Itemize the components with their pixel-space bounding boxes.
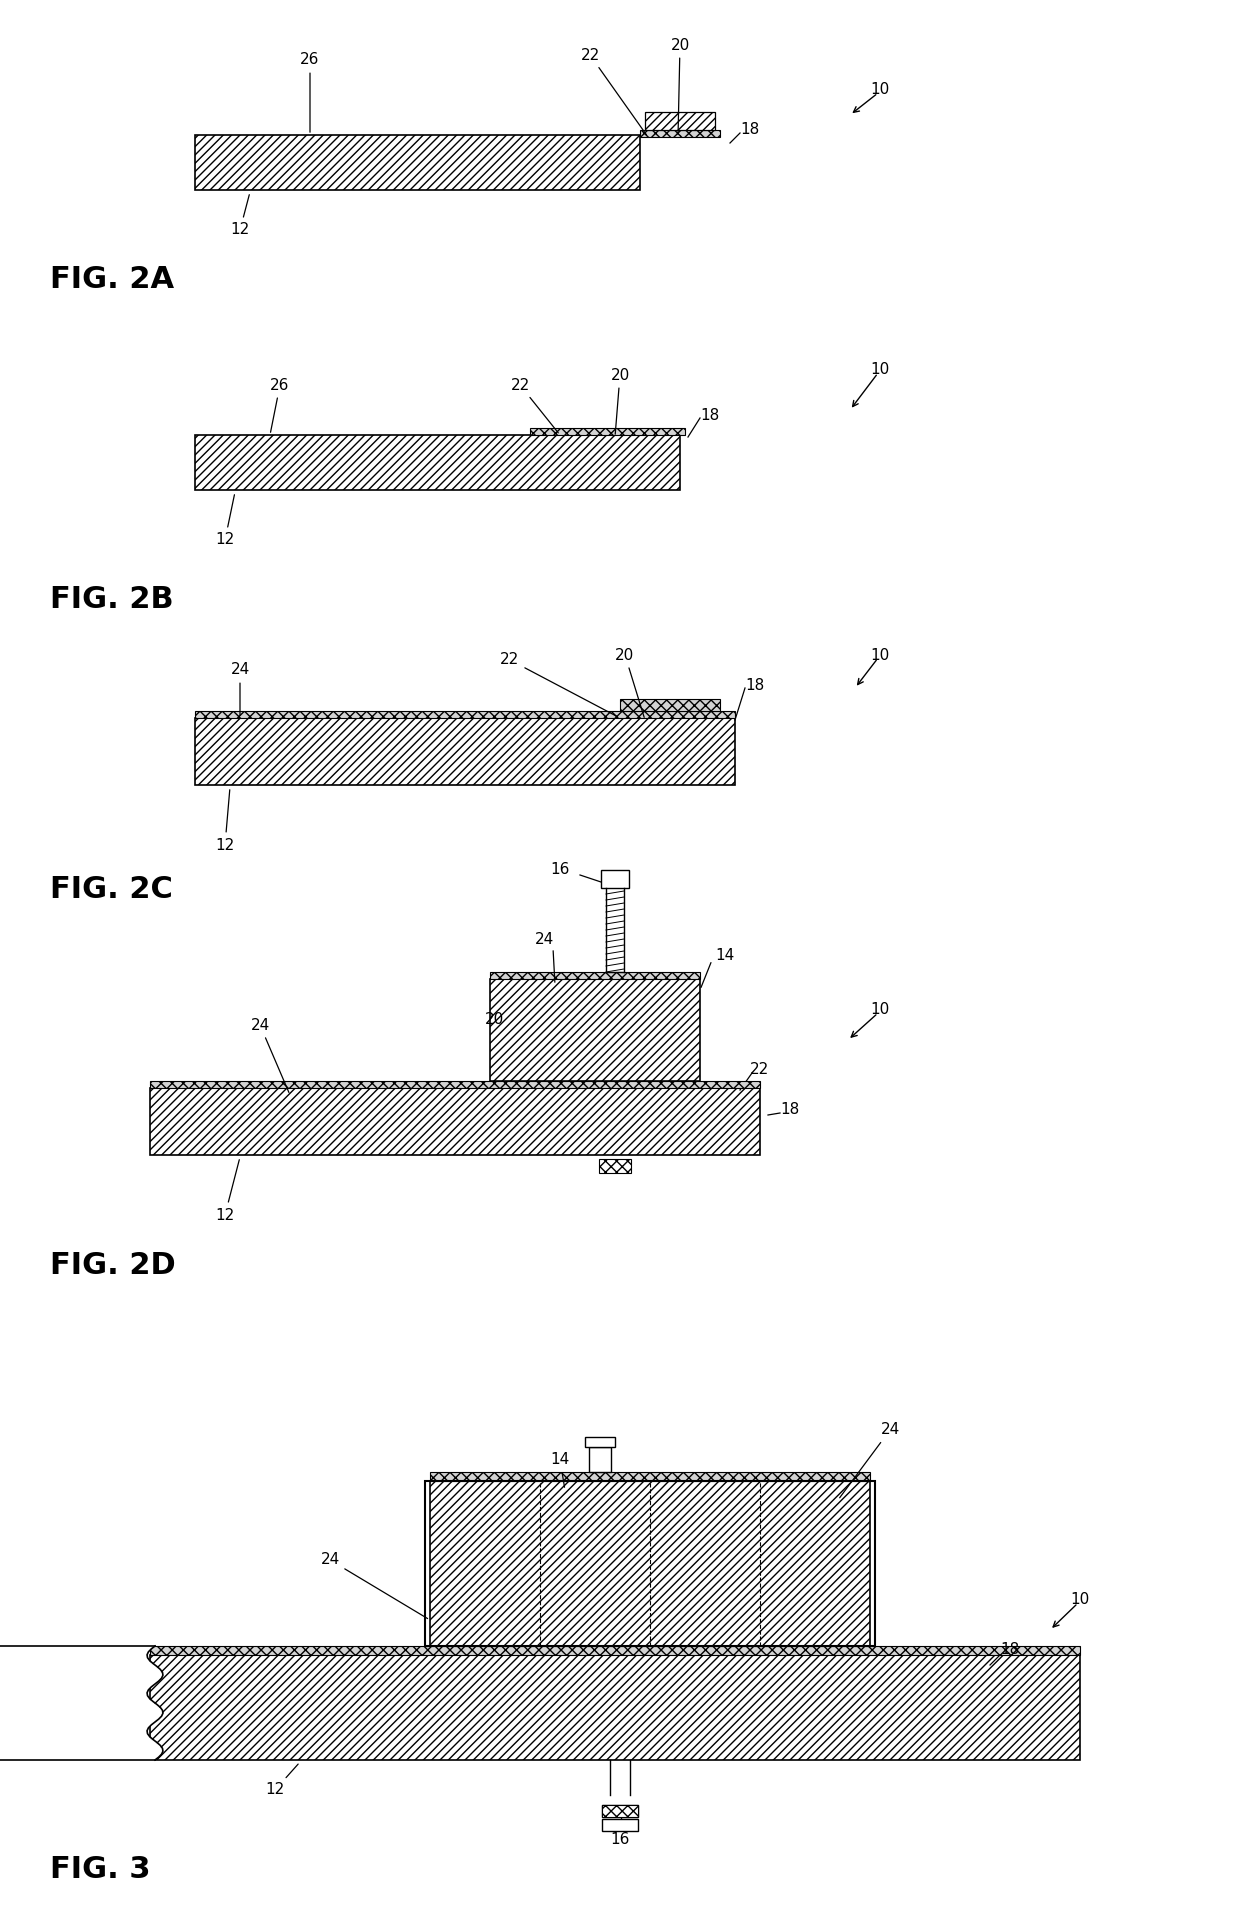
Text: 24: 24 [536, 933, 554, 948]
Bar [195, 712, 735, 717]
Bar [195, 435, 680, 490]
Bar [195, 135, 640, 190]
Text: FIG. 2D: FIG. 2D [50, 1250, 176, 1279]
Text: 16: 16 [551, 863, 570, 877]
Text: FIG. 2B: FIG. 2B [50, 585, 174, 615]
Text: 16: 16 [610, 1833, 630, 1848]
Bar [599, 1160, 631, 1173]
Text: FIG. 2A: FIG. 2A [50, 265, 174, 294]
Text: 22: 22 [511, 377, 558, 433]
Text: 20: 20 [610, 367, 630, 435]
Text: FIG. 2C: FIG. 2C [50, 875, 172, 904]
Bar [425, 1481, 875, 1646]
Bar [529, 429, 684, 435]
Bar [640, 131, 720, 137]
Bar [645, 112, 715, 131]
Text: 24: 24 [231, 663, 249, 715]
Text: 18: 18 [999, 1642, 1019, 1658]
Text: 12: 12 [216, 1160, 239, 1223]
Text: FIG. 3: FIG. 3 [50, 1856, 150, 1885]
Bar [490, 971, 701, 979]
Text: 24: 24 [320, 1552, 428, 1619]
Bar [195, 717, 735, 785]
Text: 10: 10 [870, 1002, 889, 1017]
Text: 24: 24 [250, 1017, 289, 1092]
Text: 26: 26 [270, 377, 290, 433]
Text: 18: 18 [780, 1102, 800, 1117]
Bar [430, 1481, 870, 1646]
Text: 10: 10 [1070, 1592, 1089, 1608]
Text: 18: 18 [701, 408, 719, 423]
Bar [490, 979, 701, 1081]
Text: 18: 18 [745, 677, 764, 692]
Bar [150, 1646, 1080, 1656]
Bar [589, 1446, 611, 1471]
Text: 20: 20 [671, 38, 689, 135]
Text: 14: 14 [551, 1452, 569, 1486]
Text: 20: 20 [615, 648, 645, 717]
Text: 24: 24 [839, 1423, 900, 1498]
Bar [601, 1806, 639, 1817]
Bar [150, 1081, 760, 1088]
Bar [150, 1656, 1080, 1760]
Bar [620, 698, 720, 712]
Text: 22: 22 [580, 48, 646, 135]
Text: 20: 20 [485, 1013, 505, 1027]
Text: 10: 10 [870, 363, 889, 377]
Bar [430, 1471, 870, 1481]
Text: 12: 12 [216, 494, 234, 548]
Text: 26: 26 [300, 52, 320, 133]
Bar [601, 1806, 639, 1817]
Bar [584, 1436, 615, 1446]
Text: 12: 12 [216, 790, 234, 852]
Text: 12: 12 [231, 194, 249, 238]
Bar [601, 869, 629, 888]
Text: 14: 14 [715, 948, 734, 963]
Bar [601, 1819, 639, 1831]
Text: 22: 22 [750, 1063, 769, 1077]
Bar [150, 1088, 760, 1156]
Text: 18: 18 [740, 123, 759, 138]
Text: 10: 10 [870, 83, 889, 98]
Text: 22: 22 [501, 652, 618, 717]
Text: 12: 12 [265, 1763, 298, 1798]
Text: 10: 10 [870, 648, 889, 663]
